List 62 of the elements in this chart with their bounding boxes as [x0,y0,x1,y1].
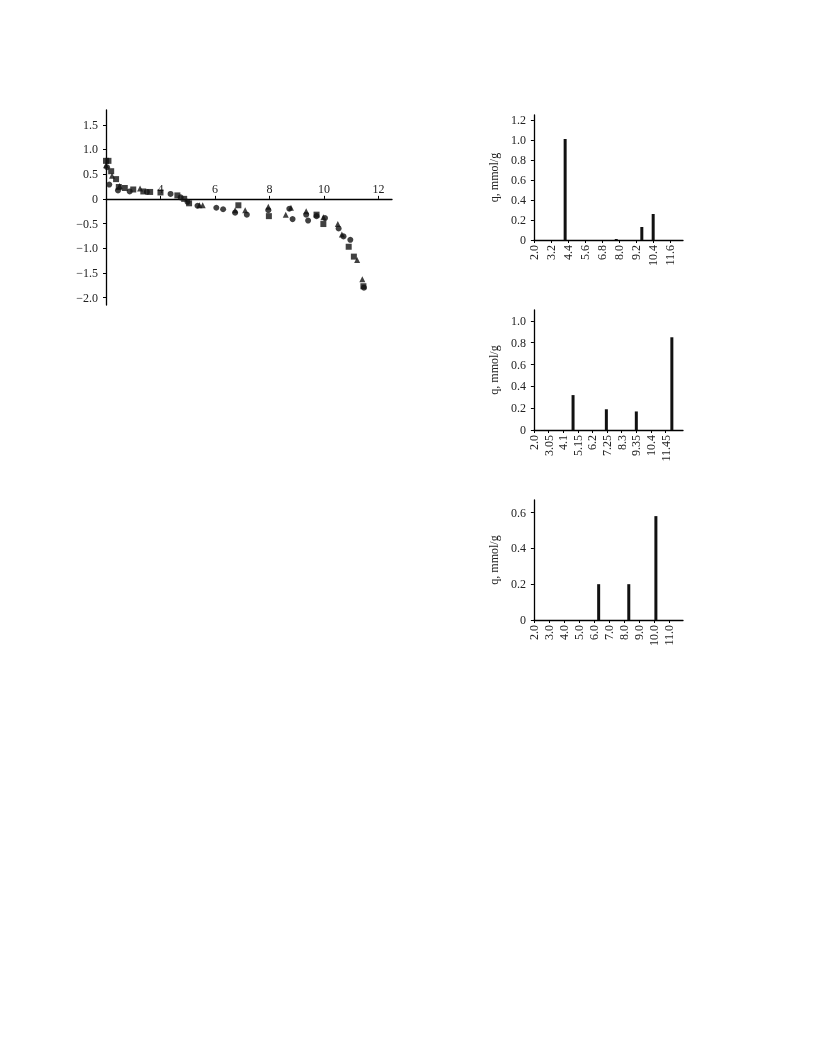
x-tick-label: 10.4 [646,245,661,266]
x-tick-label: 6.0 [587,625,602,640]
y-tick-label: 0.2 [510,577,526,592]
y-tick-label: 0.6 [510,173,526,187]
y-tick-label: 1.0 [510,313,526,328]
x-tick-label: 4.4 [560,245,575,260]
y-tick-label: −2.0 [76,290,98,305]
y-tick-label: 1.0 [83,142,98,157]
x-tick-label: 10.4 [643,435,658,456]
x-tick-label: 8.0 [617,625,632,640]
x-tick-label: 5.15 [570,435,585,456]
x-tick-label: 4.1 [556,435,571,450]
x-tick-label: 7.0 [602,625,617,640]
x-tick-label: 5.0 [572,625,587,640]
y-tick-label: 0.8 [510,153,526,167]
y-tick-label: 0.2 [510,213,526,227]
x-tick-label: 2.0 [526,435,541,450]
x-tick-label: 3.2 [543,245,558,260]
x-tick-label: 8.0 [612,245,627,260]
y-tick-label: 0.2 [510,401,526,416]
y-axis-title: q, mmol/g [487,152,501,203]
x-tick-label: 4 [157,181,164,196]
y-tick-label: 0 [519,423,526,437]
y-tick-label: 0.6 [510,505,526,520]
x-tick-label: 6.8 [595,245,610,260]
x-tick-label: 9.2 [629,245,644,260]
x-tick-label: 2.0 [526,625,541,640]
y-axis-title: q, mmol/g [487,535,501,585]
x-tick-label: 9.35 [629,435,644,456]
y-tick-label: 0.4 [510,379,526,394]
y-tick-label: −1.0 [76,241,98,256]
x-tick-label: 10 [317,181,330,196]
x-tick-label: 8.3 [614,435,629,450]
x-tick-label: 11.6 [663,245,678,266]
y-tick-label: 0 [519,613,526,627]
x-tick-label: 10.0 [647,625,662,646]
y-tick-label: −1.5 [76,265,98,280]
x-tick-label: 3.0 [541,625,556,640]
y-tick-label: 1.5 [83,117,98,132]
x-tick-label: 7.25 [600,435,615,456]
x-tick-label: 12 [372,181,385,196]
x-tick-label: 6 [211,181,218,196]
x-tick-label: 9.0 [632,625,647,640]
x-tick-label: 3.05 [541,435,556,456]
x-tick-label: 5.6 [578,245,593,260]
x-tick-label: 11.0 [662,625,677,646]
y-tick-label: 0.5 [83,167,98,182]
y-axis-title: q, mmol/g [487,345,501,395]
y-tick-label: 0.4 [510,541,526,556]
y-tick-label: 0.4 [510,193,526,207]
y-tick-label: 1.0 [510,133,526,147]
y-tick-label: 0 [519,233,526,247]
y-tick-label: 0.8 [510,335,526,350]
y-tick-label: 1.2 [510,113,526,127]
x-tick-label: 6.2 [585,435,600,450]
y-tick-label: 0.6 [510,357,526,372]
y-tick-label: 0 [92,191,98,206]
x-tick-label: 8 [266,181,273,196]
y-tick-label: −0.5 [76,216,98,231]
x-tick-label: 4.0 [557,625,572,640]
x-tick-label: 2.0 [526,245,541,260]
x-tick-label: 11.45 [658,435,673,462]
